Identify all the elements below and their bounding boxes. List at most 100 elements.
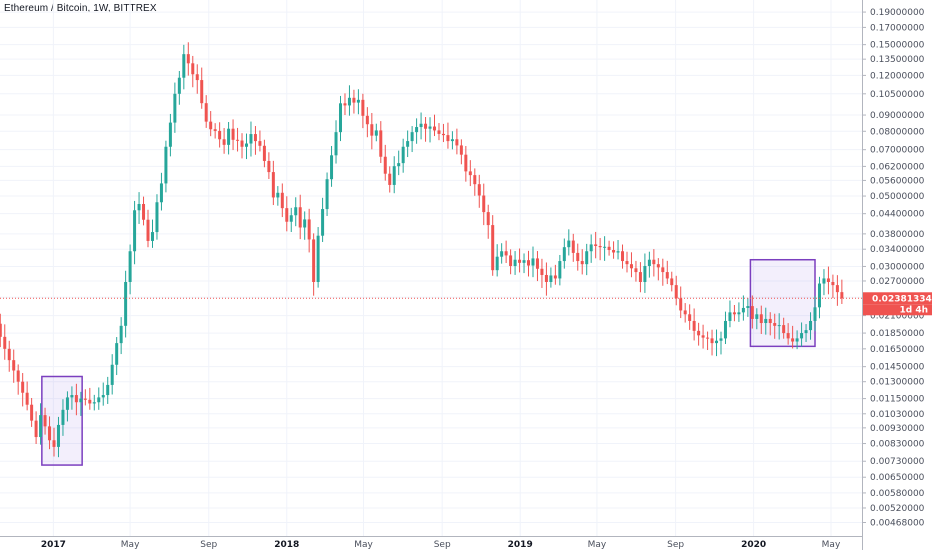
candle-body [39,415,43,438]
candle-body [786,333,790,339]
candle-body [401,146,405,164]
candle-body [549,275,553,282]
candle-body [612,250,616,253]
candle-body [688,314,692,321]
candle-body [159,183,163,203]
candle-body [338,103,342,133]
price-axis[interactable]: 0.19000000 0.17000000 0.15000000 0.13500000… [862,0,925,550]
candle-body [813,307,817,321]
candle-body [665,272,669,279]
candle-body [629,264,633,269]
candle-body [424,123,428,129]
y-tick-label: 0.08000000 [870,127,925,137]
candle-body [321,209,325,236]
current-price-value: 0.02381334 [872,294,932,304]
candle-body [773,323,777,326]
countdown-badge [863,304,932,316]
y-tick-label: 0.12000000 [870,71,925,81]
candle-body [826,278,830,282]
current-price-tag: 0.02381334 1d 4h [863,292,932,316]
candle-body [30,404,34,421]
candle-body [513,259,517,266]
candle-body [706,337,710,339]
y-tick-label: 0.00830000 [870,440,925,450]
candle-body [97,397,101,403]
candle-body [115,343,119,365]
y-tick-label: 0.09000000 [870,111,925,121]
candle-body [759,314,763,324]
candle-body [835,285,839,293]
highlight-boxes [41,258,816,466]
candle-body [656,264,660,268]
candle-body [258,141,262,146]
candle-body [3,336,7,349]
candle-body [83,398,87,400]
y-tick-label: 0.13500000 [870,55,925,65]
candlestick-series [0,42,844,458]
candle-body [701,335,705,338]
candle-body [365,115,369,125]
candle-body [800,333,804,339]
y-tick-label: 0.17000000 [870,23,925,33]
candle-body [325,179,329,210]
candle-body [755,314,759,319]
candle-body [728,312,732,321]
candle-body [227,128,231,145]
candle-body [191,63,195,75]
candle-body [419,123,423,128]
candle-body [415,127,419,133]
candle-body [240,140,244,147]
candle-body [267,160,271,173]
candle-body [249,134,253,144]
candle-body [209,121,213,130]
candle-body [822,278,826,284]
candle-body [464,154,468,172]
candle-body [477,184,481,196]
y-tick-label: 0.01030000 [870,410,925,420]
candle-body [74,395,78,403]
y-tick-label: 0.04400000 [870,210,925,220]
candle-body [379,130,383,157]
y-tick-label: 0.00580000 [870,489,925,499]
candle-body [79,398,83,403]
y-tick-label: 0.19000000 [870,8,925,18]
candle-body [621,251,625,262]
candle-body [562,247,566,262]
candle-body [410,132,414,142]
candle-body [70,395,74,398]
y-tick-label: 0.02700000 [870,277,925,287]
candle-body [831,281,835,286]
candle-body [155,202,159,233]
candle-body [177,77,181,94]
candle-body [441,133,445,136]
candle-body [244,143,248,147]
x-tick-label: May [588,540,607,550]
candle-body [16,370,20,382]
candle-body [518,259,522,263]
candle-body [603,246,607,248]
candle-body [741,307,745,313]
candle-body [289,215,293,222]
candle-body [61,409,65,425]
candle-body [52,440,56,447]
candle-body [782,325,786,334]
candle-body [571,240,575,253]
candle-body [777,325,781,327]
candle-body [737,312,741,315]
candle-body [482,195,486,213]
y-tick-label: 0.00730000 [870,457,925,467]
time-axis[interactable]: Sep2017MaySep2018MaySep2019MaySep2020May [0,536,862,550]
candle-body [106,384,110,396]
highlight-box[interactable] [749,258,816,348]
candle-body [65,397,69,410]
candle-body [397,163,401,167]
x-tick-label: May [354,540,373,550]
candle-body [553,275,557,279]
x-tick-label: May [121,540,140,550]
candle-body [88,399,92,404]
candle-body [661,267,665,273]
candle-body [25,392,29,405]
candle-body [446,135,450,142]
y-tick-label: 0.00468000 [870,518,925,528]
